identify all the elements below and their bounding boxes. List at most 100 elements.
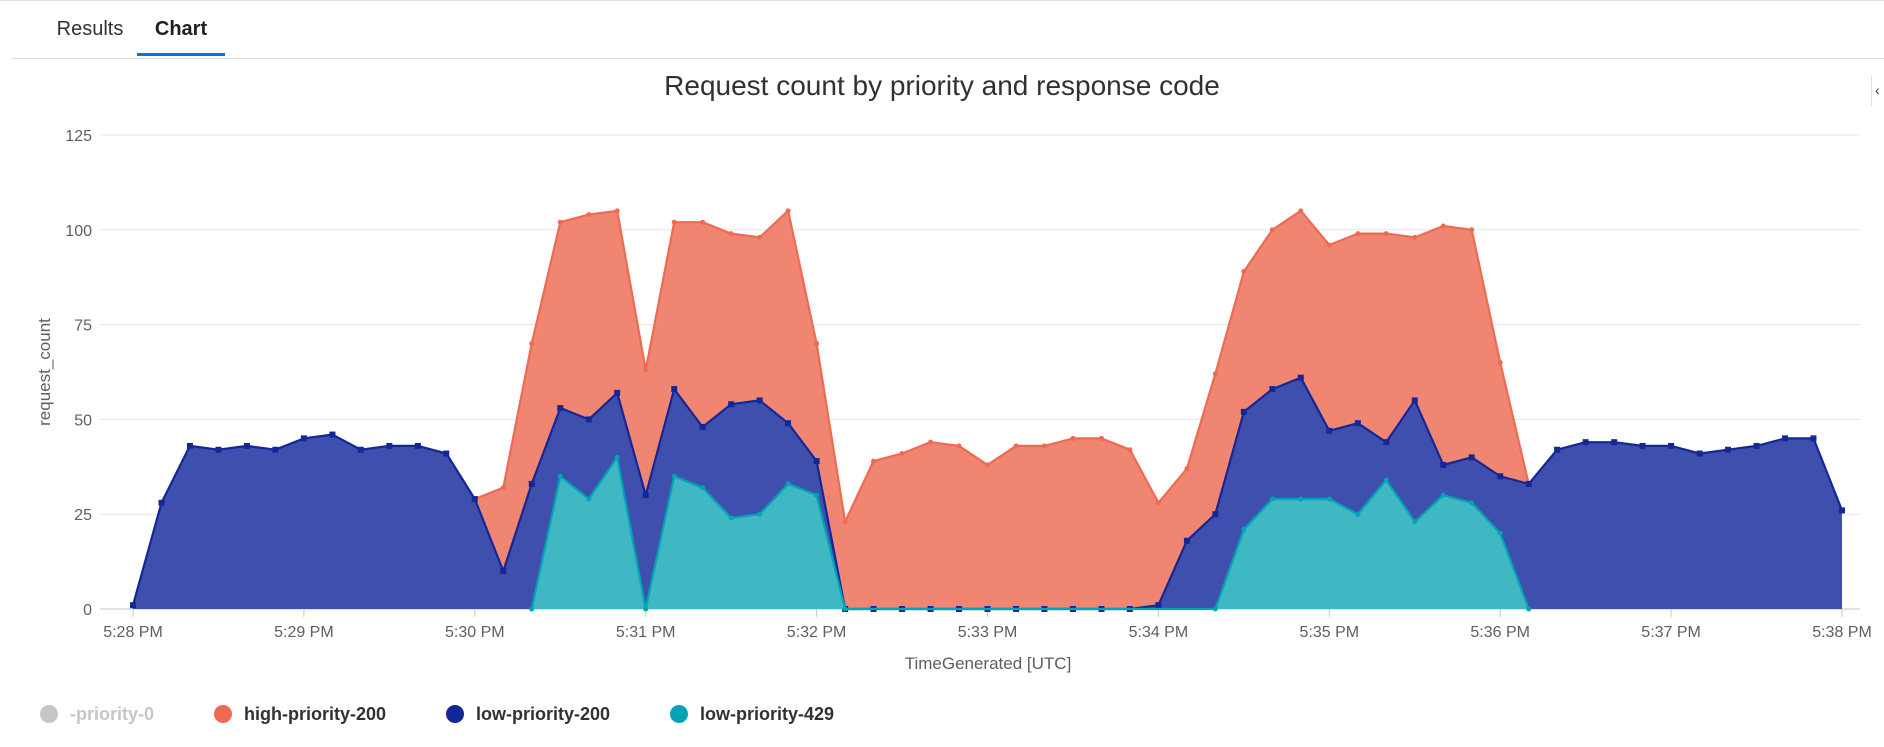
legend-swatch [214,705,232,723]
point-low-priority-200 [699,423,706,430]
point-high-priority-200 [1497,360,1503,366]
point-low-priority-200 [557,405,564,412]
point-low-priority-200 [1696,450,1703,457]
tab-results[interactable]: Results [46,18,134,56]
point-low-priority-200 [1582,439,1589,446]
point-low-priority-429 [1355,511,1361,517]
point-low-priority-429 [814,492,820,498]
point-low-priority-200 [585,416,592,423]
tab-results-label: Results [56,18,124,40]
point-high-priority-200 [643,367,649,373]
legend-label: high-priority-200 [244,703,387,724]
point-low-priority-200 [1782,435,1789,442]
point-low-priority-200 [728,401,735,408]
active-tab-indicator [137,53,225,56]
x-tick-label: 5:37 PM [1641,624,1701,641]
point-low-priority-200 [1753,442,1760,449]
x-tick-label: 5:30 PM [445,624,505,641]
point-low-priority-200 [1411,397,1418,404]
y-tick-label: 25 [74,507,92,524]
point-high-priority-200 [785,208,791,214]
point-high-priority-200 [1241,269,1247,275]
legend-label: low-priority-429 [700,703,835,724]
x-tick-label: 5:29 PM [274,624,334,641]
point-low-priority-200 [500,568,507,575]
point-high-priority-200 [985,462,990,468]
point-low-priority-200 [1240,408,1247,415]
tab-chart[interactable]: Chart [137,18,225,56]
line-low-priority-429 [530,456,1530,611]
y-axis-ticks: 0 25 50 75 100 125 [65,128,92,619]
point-high-priority-200 [1098,435,1104,441]
legend-swatch [670,705,688,723]
point-high-priority-200 [1469,227,1475,233]
collapse-pane-button[interactable]: ‹ [1871,76,1884,106]
point-low-priority-200 [1525,480,1532,487]
point-low-priority-429 [529,606,535,612]
point-low-priority-429 [1269,496,1275,502]
legend-item-priority-0[interactable]: -priority-0 [40,700,154,728]
point-high-priority-200 [1184,466,1190,472]
point-low-priority-200 [1326,427,1333,434]
point-low-priority-200 [1183,537,1190,544]
point-high-priority-200 [728,231,734,237]
point-low-priority-429 [643,606,649,612]
x-tick-label: 5:38 PM [1812,624,1872,641]
point-low-priority-200 [1440,461,1447,468]
point-high-priority-200 [529,341,535,347]
y-tick-label: 0 [83,602,92,619]
top-border [0,0,1884,1]
point-high-priority-200 [586,212,592,218]
point-low-priority-429 [1298,496,1304,502]
point-high-priority-200 [1326,242,1332,248]
point-low-priority-200 [414,442,421,449]
y-tick-label: 100 [65,223,92,240]
point-low-priority-429 [1440,492,1446,498]
point-low-priority-200 [357,446,364,453]
x-axis-label: TimeGenerated [UTC] [905,654,1072,673]
point-low-priority-200 [215,446,222,453]
point-low-priority-429 [1383,477,1389,483]
legend-item-low-priority-200[interactable]: low-priority-200 [446,700,610,728]
line-high-priority-200 [474,209,1530,523]
point-high-priority-200 [671,219,677,225]
x-tick-label: 5:36 PM [1470,624,1530,641]
point-high-priority-200 [1212,371,1218,377]
y-axis-label: request_count [35,318,54,426]
point-low-priority-200 [1839,507,1845,514]
point-low-priority-429 [1212,606,1218,612]
point-low-priority-200 [1297,374,1304,381]
y-tick-label: 75 [74,318,92,335]
point-low-priority-429 [614,454,620,460]
point-low-priority-200 [1810,435,1817,442]
point-high-priority-200 [871,458,877,464]
point-low-priority-200 [300,435,307,442]
point-high-priority-200 [814,341,820,347]
point-low-priority-429 [785,481,791,487]
point-low-priority-200 [1554,446,1561,453]
point-high-priority-200 [1298,208,1304,214]
point-low-priority-429 [557,473,563,479]
legend-item-low-priority-429[interactable]: low-priority-429 [670,700,834,728]
point-high-priority-200 [899,451,905,457]
point-low-priority-200 [243,442,250,449]
y-tick-label: 125 [65,128,92,145]
x-tick-label: 5:33 PM [958,624,1018,641]
point-low-priority-429 [1526,606,1532,612]
x-tick-label: 5:31 PM [616,624,676,641]
legend-item-high-priority-200[interactable]: high-priority-200 [214,700,386,728]
point-high-priority-200 [1383,231,1389,237]
point-low-priority-200 [158,499,165,506]
point-low-priority-200 [329,431,336,438]
point-high-priority-200 [557,219,563,225]
area-low-priority-429 [531,457,1529,609]
point-high-priority-200 [614,208,620,214]
chevron-left-icon: ‹ [1875,82,1880,98]
point-low-priority-200 [1611,439,1618,446]
legend-label: -priority-0 [70,703,155,724]
point-low-priority-200 [1668,442,1675,449]
series-layer [130,208,1845,612]
point-low-priority-200 [1354,420,1361,427]
point-low-priority-200 [272,446,279,453]
point-low-priority-200 [1725,446,1732,453]
